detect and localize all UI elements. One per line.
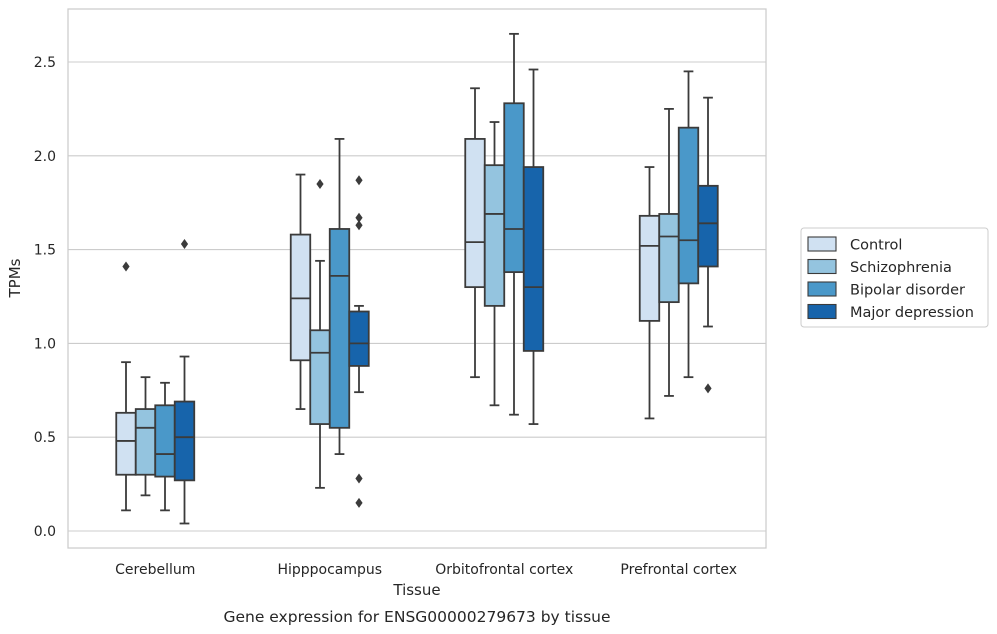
box-iqr xyxy=(115,411,137,476)
outlier-point xyxy=(355,212,363,223)
legend-label: Control xyxy=(850,238,902,254)
x-tick-label: Hipppocampus xyxy=(277,562,382,578)
outlier-point xyxy=(355,220,363,231)
plot-frame xyxy=(67,8,767,549)
box-iqr xyxy=(134,408,157,476)
box-iqr xyxy=(697,184,719,268)
legend-swatch xyxy=(807,258,837,275)
x-axis-label: Tissue xyxy=(392,581,440,599)
legend: Control Schizophrenia Bipolar disorder Majo… xyxy=(800,227,989,328)
outlier-point xyxy=(122,261,130,272)
box-iqr xyxy=(522,166,545,352)
box-iqr xyxy=(173,400,196,482)
box-group xyxy=(115,261,137,512)
box-iqr xyxy=(464,138,486,289)
box-group xyxy=(173,238,196,525)
box-iqr xyxy=(309,329,331,425)
outlier-point xyxy=(355,473,363,484)
y-axis-label: TPMs xyxy=(6,258,24,298)
x-tick-label: Prefrontal cortex xyxy=(620,562,737,578)
legend-swatch xyxy=(807,281,837,297)
box-group xyxy=(483,121,506,407)
outlier-point xyxy=(355,497,363,508)
outlier-point xyxy=(316,178,324,189)
box-group xyxy=(522,68,545,425)
box-iqr xyxy=(328,228,351,429)
box-iqr xyxy=(154,404,176,478)
figure-caption: Gene expression for ENSG00000279673 by t… xyxy=(223,608,610,626)
box-iqr xyxy=(348,310,370,367)
boxes-layer xyxy=(115,32,719,525)
legend-swatch xyxy=(807,236,837,252)
legend-label: Bipolar disorder xyxy=(850,283,965,299)
x-axis-ticks: Cerebellum Hipppocampus Orbitofrontal cort… xyxy=(115,562,737,578)
box-group xyxy=(697,96,719,394)
box-group xyxy=(464,87,486,379)
x-tick-label: Cerebellum xyxy=(115,562,195,578)
box-group xyxy=(348,175,370,508)
box-iqr xyxy=(289,233,312,362)
outlier-point xyxy=(704,383,712,394)
y-tick-label: 1.0 xyxy=(34,336,56,352)
box-group xyxy=(503,32,525,416)
y-tick-label: 0.5 xyxy=(34,430,56,446)
y-tick-label: 1.5 xyxy=(34,243,56,259)
box-iqr xyxy=(503,102,525,274)
x-tick-label: Orbitofrontal cortex xyxy=(435,562,573,578)
box-iqr xyxy=(677,126,700,285)
outlier-point xyxy=(180,238,189,249)
y-tick-label: 2.0 xyxy=(34,149,56,165)
y-axis-ticks: 0.0 0.5 1.0 1.5 2.0 2.5 xyxy=(34,55,56,540)
box-iqr xyxy=(638,214,661,322)
legend-label: Schizophrenia xyxy=(850,260,952,276)
box-group xyxy=(154,381,176,512)
y-tick-label: 0.0 xyxy=(34,524,56,540)
box-iqr xyxy=(483,164,506,307)
legend-frame xyxy=(800,227,989,328)
box-group xyxy=(134,376,157,497)
legend-swatch xyxy=(807,303,837,320)
outlier-point xyxy=(355,175,363,186)
box-group xyxy=(289,173,312,410)
y-tick-label: 2.5 xyxy=(34,55,56,71)
box-iqr xyxy=(658,213,680,304)
legend-label: Major depression xyxy=(850,305,974,321)
